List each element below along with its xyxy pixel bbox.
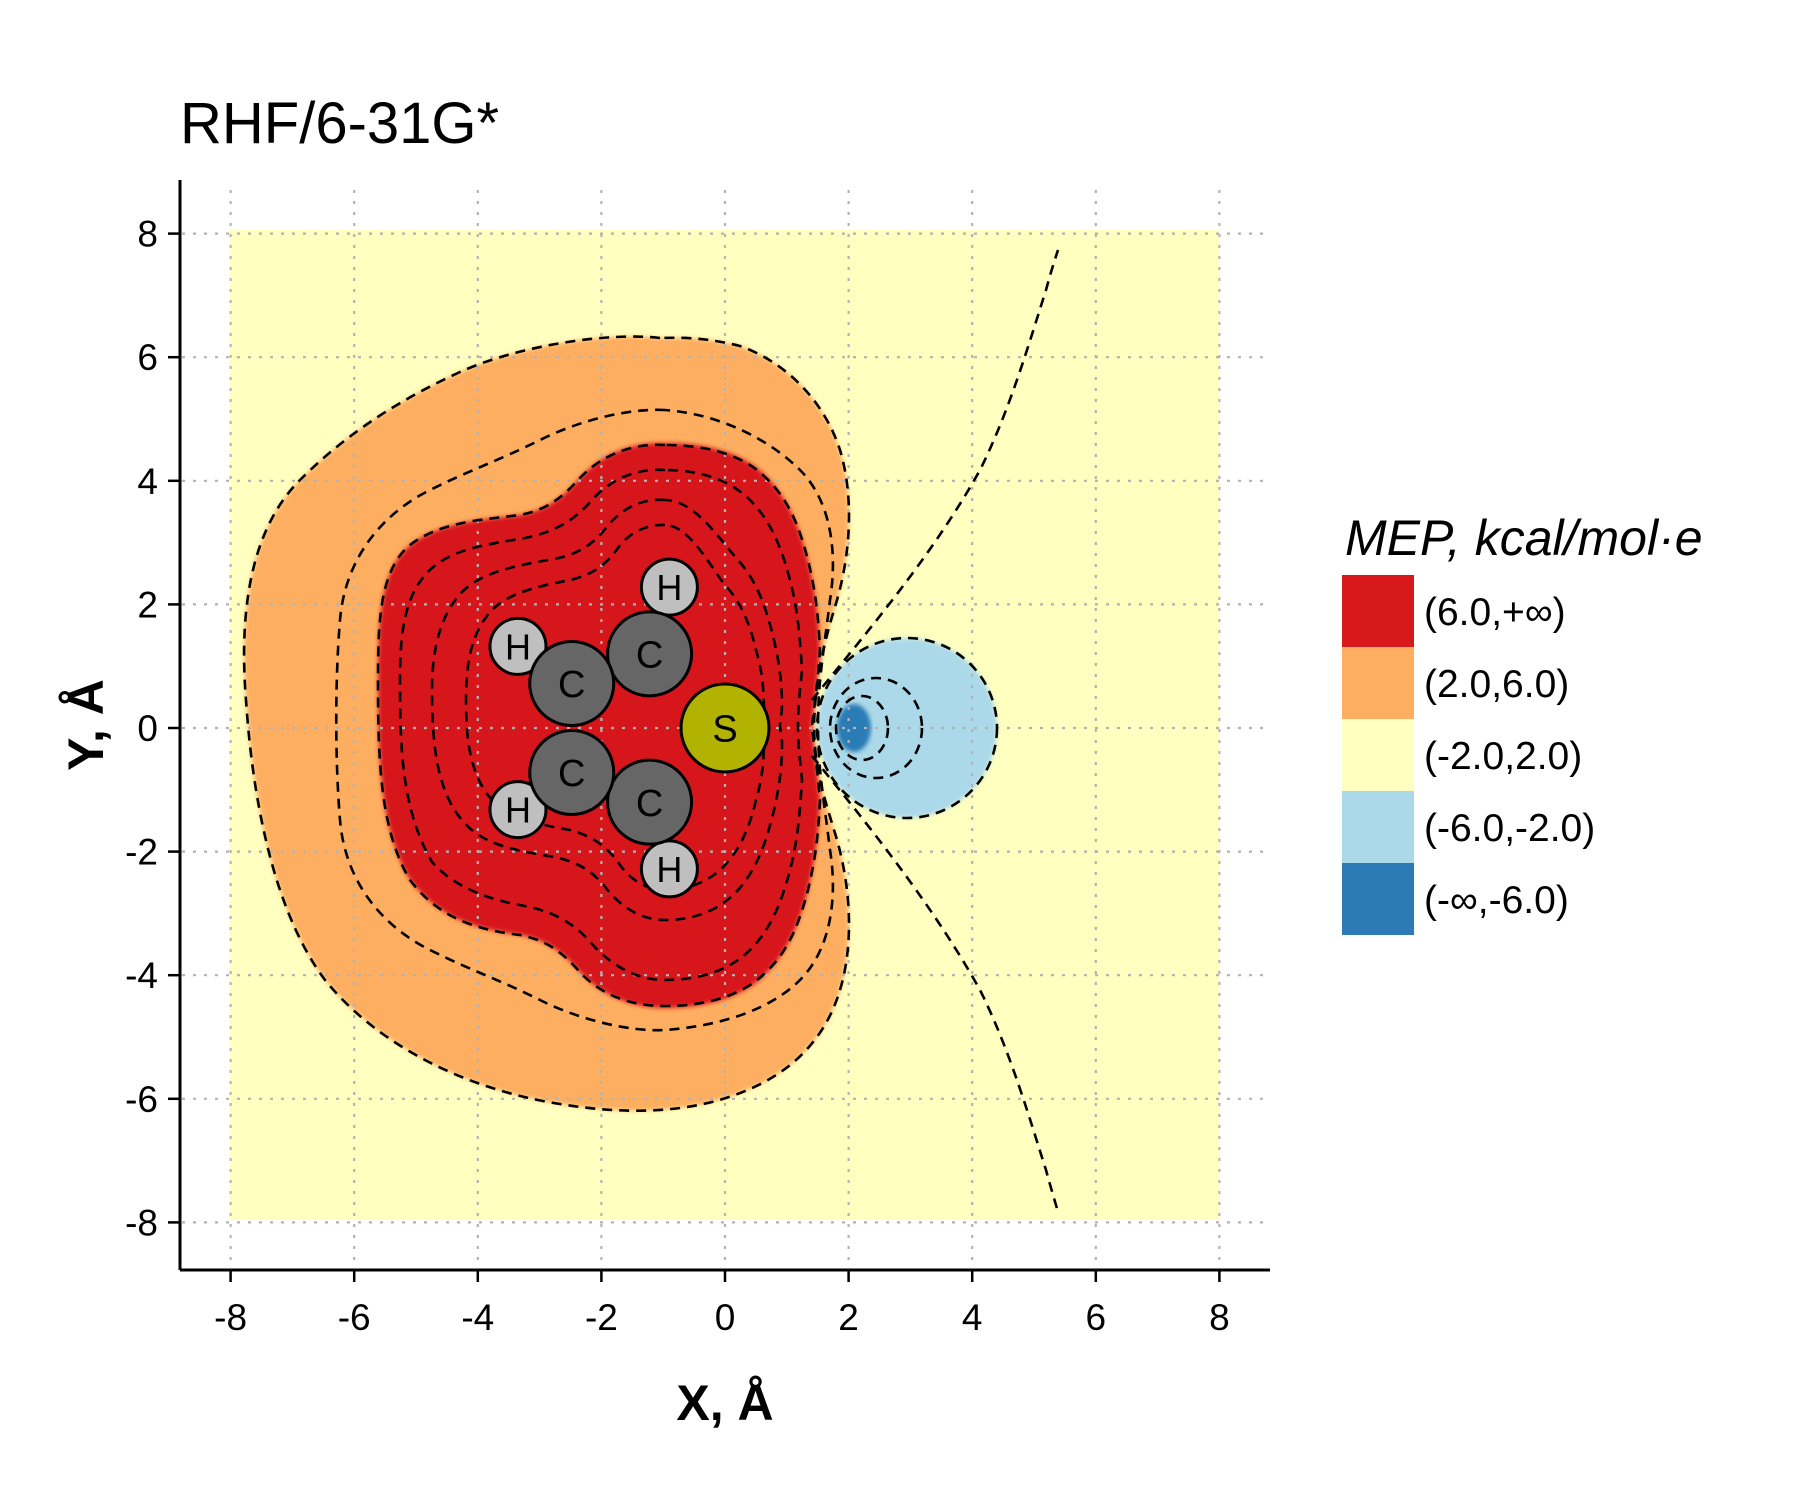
legend-swatch-1 [1342, 647, 1414, 719]
atom-sphere-2 [606, 758, 694, 846]
x-tick-label-2: -4 [461, 1297, 494, 1338]
x-tick-label-4: 0 [715, 1297, 736, 1338]
atom-c-2: C [606, 758, 694, 846]
atom-sphere-0 [679, 682, 771, 774]
x-tick-label-7: 6 [1086, 1297, 1107, 1338]
atom-sphere-8 [488, 780, 548, 840]
y-axis-ticks: -8 -6 -4 -2 0 2 4 6 8 [125, 214, 180, 1243]
legend-entry-2: (-2.0,2.0) [1342, 719, 1582, 791]
x-tick-label-6: 4 [962, 1297, 983, 1338]
region-strong-positive [378, 442, 820, 1008]
contour-outer [242, 335, 851, 1113]
x-tick-label-5: 2 [838, 1297, 859, 1338]
atom-h-7: H [488, 616, 548, 676]
atom-h-5: H [639, 557, 699, 617]
region-moderate-negative [817, 638, 997, 818]
legend-label-1: (2.0,6.0) [1424, 663, 1569, 706]
atom-s-0: S [679, 682, 771, 774]
contour-inner-2 [398, 468, 804, 982]
y-tick-label-8: 8 [137, 214, 158, 255]
horizontal-gridlines [182, 232, 1268, 1224]
atom-label-0: S [712, 709, 737, 751]
contour-middle [334, 408, 835, 1032]
contour-positive-branch-upper [810, 249, 1060, 701]
contour-inner-4 [464, 523, 766, 892]
atom-label-5: H [656, 567, 682, 608]
x-tick-label-3: -2 [585, 1297, 618, 1338]
legend-items: (6.0,+∞) (2.0,6.0) (-2.0,2.0) (-6.0,-2.0) (-… [1342, 575, 1595, 935]
atom-c-4: C [528, 728, 616, 816]
atom-c-1: C [606, 610, 694, 698]
legend-swatch-0 [1342, 575, 1414, 647]
atom-sphere-7 [488, 616, 548, 676]
atom-sphere-1 [606, 610, 694, 698]
plot-title: RHF/6-31G* [180, 91, 499, 156]
y-tick-label-5: 2 [137, 584, 158, 625]
y-tick-label-1: -6 [125, 1079, 158, 1120]
x-tick-label-1: -6 [338, 1297, 371, 1338]
legend-swatch-3 [1342, 791, 1414, 863]
legend-swatch-4 [1342, 863, 1414, 935]
y-axis-title: Y, Å [58, 679, 114, 771]
x-axis-ticks: -8 -6 -4 -2 0 2 4 6 8 [214, 1270, 1230, 1338]
contour-lines [242, 249, 1060, 1213]
legend-label-2: (-2.0,2.0) [1424, 735, 1582, 778]
atom-label-7: H [505, 626, 531, 667]
atom-label-2: C [636, 783, 663, 825]
legend: MEP, kcal/mol·e (6.0,+∞) (2.0,6.0) (-2.0,2… [1342, 510, 1703, 935]
y-tick-label-6: 4 [137, 461, 158, 502]
atom-label-8: H [505, 790, 531, 831]
y-tick-label-0: -8 [125, 1202, 158, 1243]
legend-title: MEP, kcal/mol·e [1345, 510, 1703, 566]
legend-entry-3: (-6.0,-2.0) [1342, 791, 1595, 863]
atom-h-6: H [639, 839, 699, 899]
contour-negative-inner [834, 694, 890, 762]
atom-h-8: H [488, 780, 548, 840]
legend-entry-0: (6.0,+∞) [1342, 575, 1566, 647]
legend-label-3: (-6.0,-2.0) [1424, 807, 1595, 850]
potential-regions [230, 230, 1220, 1220]
x-tick-label-0: -8 [214, 1297, 247, 1338]
legend-label-0: (6.0,+∞) [1424, 591, 1566, 634]
atom-label-4: C [558, 753, 585, 795]
atom-c-3: C [528, 640, 616, 728]
atom-label-6: H [656, 849, 682, 890]
contour-inner-1 [376, 443, 822, 1008]
atom-sphere-3 [528, 640, 616, 728]
y-tick-label-2: -4 [125, 955, 158, 996]
y-tick-label-3: -2 [125, 832, 158, 873]
legend-entry-1: (2.0,6.0) [1342, 647, 1569, 719]
contour-inner-3 [430, 498, 784, 922]
y-tick-label-4: 0 [137, 708, 158, 749]
legend-swatch-2 [1342, 719, 1414, 791]
atom-label-1: C [636, 635, 663, 677]
x-tick-label-8: 8 [1209, 1297, 1230, 1338]
x-axis-title: X, Å [676, 1375, 773, 1431]
contour-negative-middle [828, 676, 924, 780]
atom-sphere-4 [528, 728, 616, 816]
atom-label-3: C [558, 664, 585, 706]
legend-label-4: (-∞,-6.0) [1424, 879, 1569, 922]
contour-negative-outer [815, 636, 999, 820]
y-tick-label-7: 6 [137, 337, 158, 378]
legend-entry-4: (-∞,-6.0) [1342, 863, 1569, 935]
